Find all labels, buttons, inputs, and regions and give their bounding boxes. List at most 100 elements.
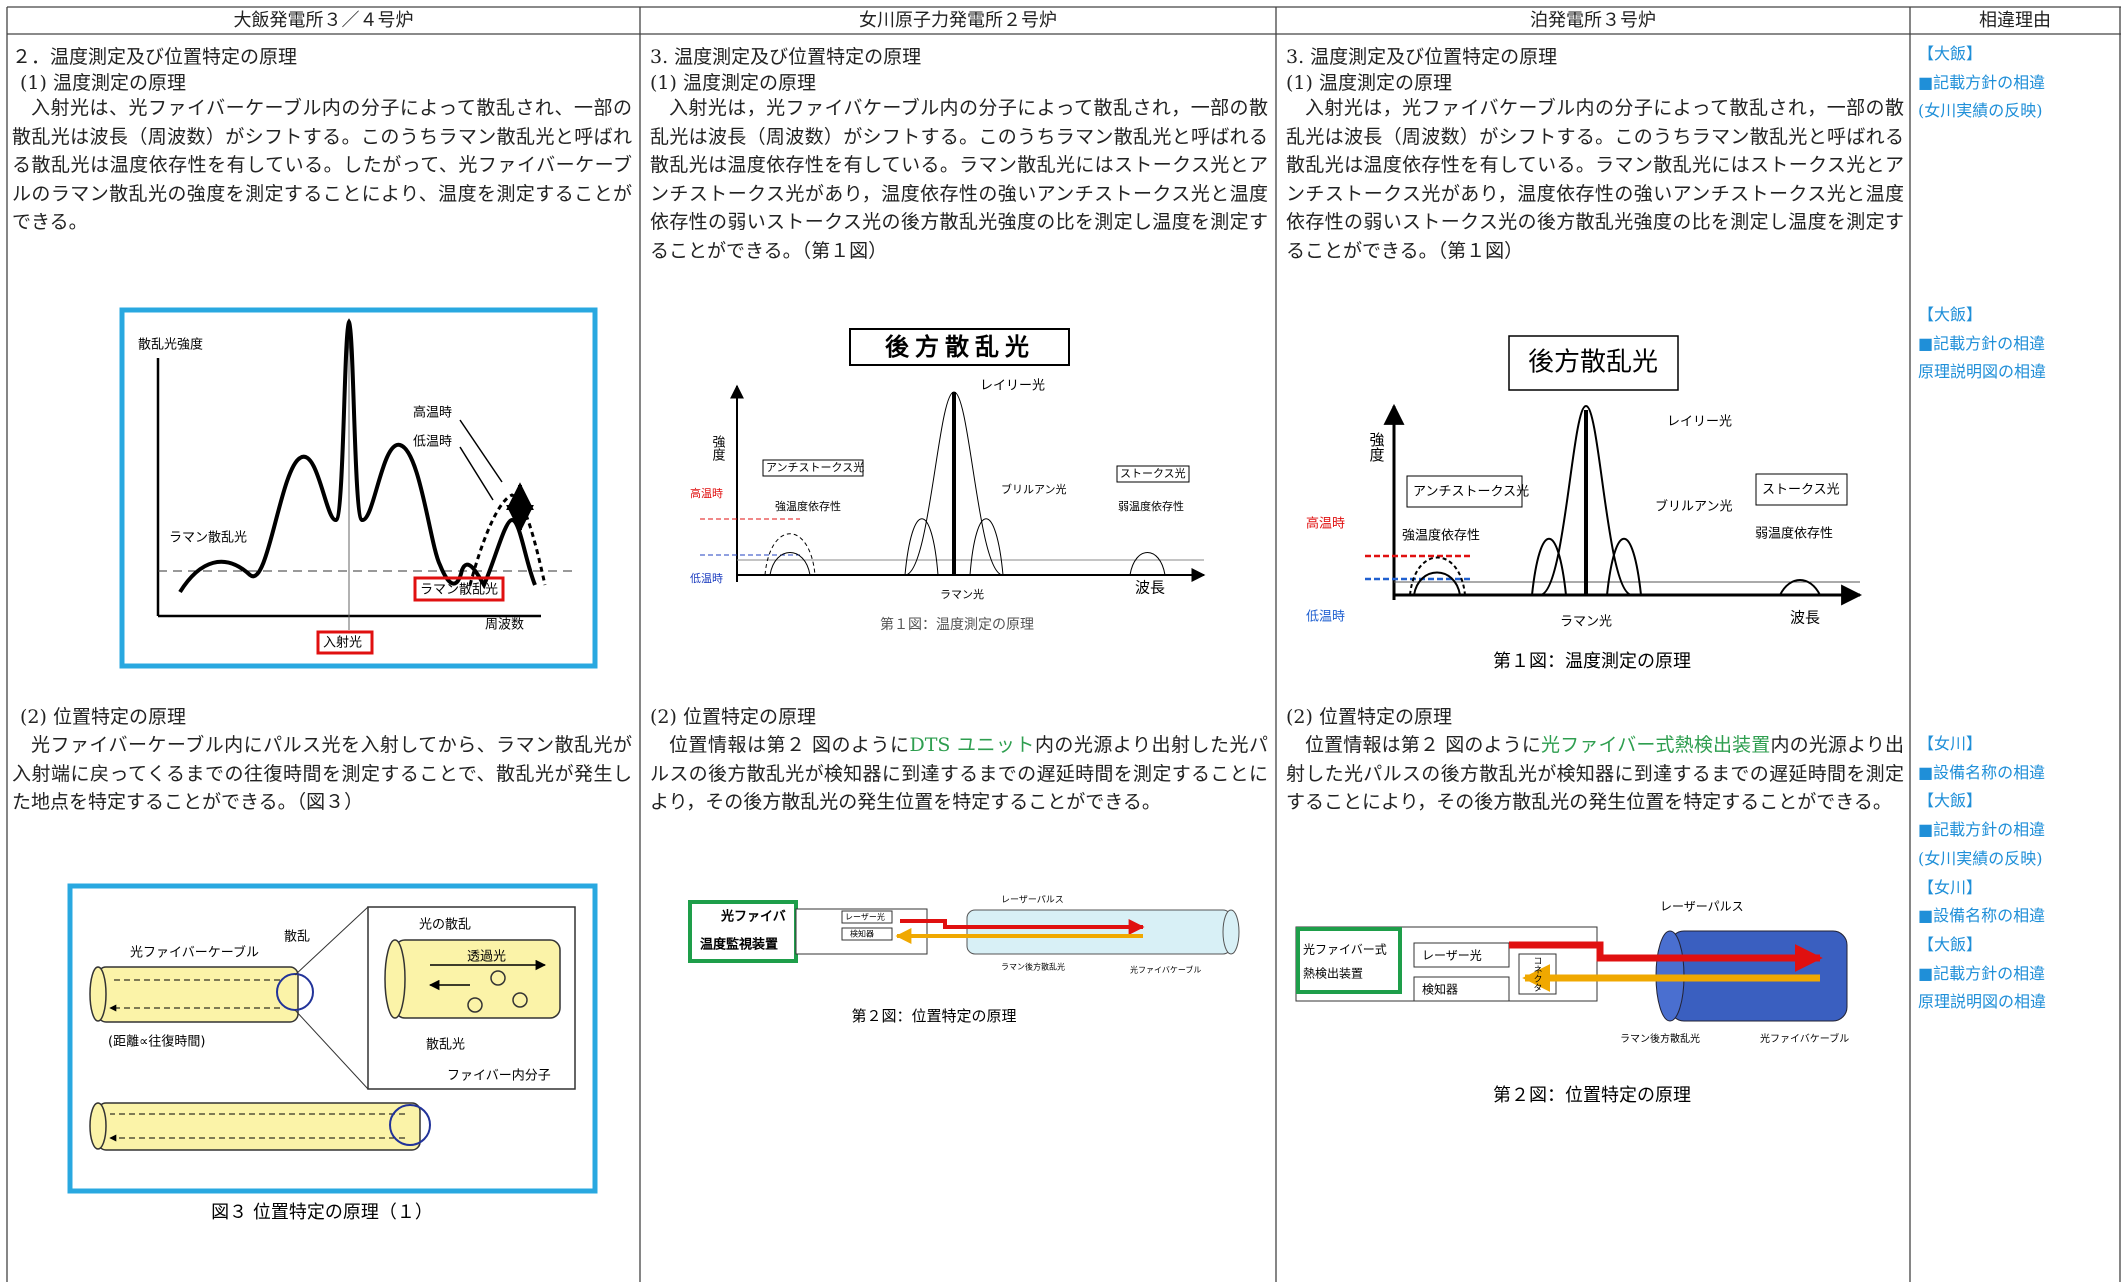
subheading: (2) 位置特定の原理 xyxy=(20,706,186,728)
figure-label: 光の散乱 xyxy=(419,918,471,933)
column-header: 女川原子力発電所２号炉 xyxy=(859,10,1057,31)
figure-label: ブリルアン光 xyxy=(1001,482,1067,496)
figure-label: 低温時 xyxy=(1306,610,1345,625)
note: ■設備名称の相違 xyxy=(1918,906,2046,926)
figure-label: ストークス光 xyxy=(1762,483,1840,498)
column-header: 泊発電所３号炉 xyxy=(1530,10,1656,31)
subheading: (1) 温度測定の原理 xyxy=(20,72,186,94)
figure-temperature-onagawa: 後方散乱光 レイリー光 強度 アンチストークス光 ストークス光 高温時 強温度依… xyxy=(690,328,1206,633)
figure-label: 光ファイバー式 xyxy=(1303,943,1387,957)
text-run: 光ファイバー式熱検出装置 xyxy=(1541,734,1771,756)
figure-label: レイリー光 xyxy=(1667,415,1732,430)
figure-label: ラマン後方散乱光 xyxy=(1620,1032,1700,1045)
figure-position-ohi: 光ファイバーケーブル 散乱 光の散乱 透過光 (距離∝往復時間) 散乱光 ファイ… xyxy=(67,883,598,1223)
figure-position-tomari: 光ファイバー式 熱検出装置 レーザー光 検知器 コネクタ レーザーパルス ラマン… xyxy=(1295,900,1849,1106)
figure-label: (距離∝往復時間) xyxy=(108,1034,205,1050)
figure-label: 散乱光強度 xyxy=(138,337,203,353)
figure-label: 光ファイバケーブル xyxy=(1760,1032,1849,1045)
column-header: 相違理由 xyxy=(1979,10,2051,31)
text-run: 入射光は，光ファイバケーブル内の分子によって散乱され，一部の散乱光は波長（周波数… xyxy=(1286,97,1904,262)
figure-label: 透過光 xyxy=(467,950,506,965)
note: 原理説明図の相違 xyxy=(1918,992,2047,1012)
paragraph: 光ファイバーケーブル内にパルス光を入射してから、ラマン散乱光が入射端に戻ってくる… xyxy=(12,731,632,817)
figure-label: 低温時 xyxy=(690,572,723,585)
note: 【女川】 xyxy=(1918,877,1983,897)
note-group: 【大飯】 ■記載方針の相違 原理説明図の相違 xyxy=(1918,301,2046,387)
figure-label: 熱検出装置 xyxy=(1303,967,1363,981)
figure-position-onagawa: 光ファイバ 温度監視装置 レーザー光 検知器 レーザーパルス ラマン後方散乱光 … xyxy=(688,895,1240,1025)
note: 【女川】 xyxy=(1918,734,1983,753)
subheading: (2) 位置特定の原理 xyxy=(650,706,816,728)
figure-label: 散乱 xyxy=(284,930,310,945)
note-group: 【女川】 ■設備名称の相違 【大飯】 ■記載方針の相違 (女川実績の反映) 【女川】 ■設備… xyxy=(1918,730,2046,1017)
figure-title: 後方散乱光 xyxy=(1528,348,1658,378)
figure-label: 検知器 xyxy=(850,929,874,939)
paragraph: 入射光は，光ファイバケーブル内の分子によって散乱され，一部の散乱光は波長（周波数… xyxy=(1286,94,1904,265)
subheading: (2) 位置特定の原理 xyxy=(1286,706,1452,728)
text-run: 光ファイバーケーブル内にパルス光を入射してから、ラマン散乱光が入射端に戻ってくる… xyxy=(12,734,632,813)
figure-caption: 図３ 位置特定の原理（１） xyxy=(211,1202,433,1223)
note: ■記載方針の相違 xyxy=(1918,820,2046,840)
figure-label: ラマン散乱光 xyxy=(169,531,247,546)
figure-label: アンチストークス光 xyxy=(766,460,864,474)
note: 原理説明図の相違 xyxy=(1918,362,2047,382)
figure-label: レーザー光 xyxy=(1422,949,1482,963)
figure-label: ラマン後方散乱光 xyxy=(1001,962,1065,972)
figure-label: コネクタ xyxy=(1532,956,1543,992)
figure-caption: 第１図：温度測定の原理 xyxy=(1493,651,1691,672)
figure-label: ラマン光 xyxy=(1560,615,1612,630)
figure-label: ブリルアン光 xyxy=(1655,499,1732,515)
note: 【大飯】 xyxy=(1918,791,1983,811)
paragraph: 入射光は、光ファイバーケーブル内の分子によって散乱され、一部の散乱光は波長（周波… xyxy=(12,94,632,237)
figure-label: ラマン光 xyxy=(940,587,984,601)
figure-label: 高温時 xyxy=(1306,516,1345,532)
figure-label: 強温度依存性 xyxy=(1402,528,1480,544)
figure-temperature-ohi: 散乱光強度 高温時 低温時 ラマン散乱光 ラマン散乱光 入射光 周波数 xyxy=(119,307,598,669)
figure-label: ラマン散乱光 xyxy=(420,583,498,598)
note: ■設備名称の相違 xyxy=(1918,762,2046,782)
figure-label: 波長 xyxy=(1790,609,1820,627)
figure-caption: 第２図：位置特定の原理 xyxy=(1493,1085,1691,1106)
figure-label: 散乱光 xyxy=(426,1038,465,1053)
paragraph: 入射光は，光ファイバケーブル内の分子によって散乱され，一部の散乱光は波長（周波数… xyxy=(650,94,1268,265)
figure-label: 波長 xyxy=(1135,579,1165,597)
note: (女川実績の反映) xyxy=(1918,101,2043,121)
figure-label: 強度 xyxy=(710,435,726,461)
table-lines xyxy=(6,6,2121,1282)
text-run: 内の光源より出射した光パルスの後方散乱光が検知器に到達するまでの遅延時間を測定す… xyxy=(650,734,1269,813)
figure-caption: 第２図：位置特定の原理 xyxy=(851,1007,1016,1025)
figure-label: アンチストークス光 xyxy=(1413,485,1529,500)
column-header: 大飯発電所３／４号炉 xyxy=(233,10,414,31)
paragraph: 位置情報は第２ 図のように光ファイバー式熱検出装置内の光源より出射した光パルスの… xyxy=(1286,731,1904,817)
note: 【大飯】 xyxy=(1918,44,1983,63)
figure-caption: 第１図：温度測定の原理 xyxy=(880,616,1034,633)
section-heading: 3. 温度測定及び位置特定の原理 xyxy=(1286,46,1558,68)
figure-label: レーザーパルス xyxy=(1001,895,1064,906)
figure-label: 周波数 xyxy=(485,618,524,633)
figure-label: 強度 xyxy=(1368,432,1386,462)
note: 【大飯】 xyxy=(1918,934,1983,954)
figure-label: 入射光 xyxy=(323,635,362,651)
text-run: 位置情報は第２ 図のように xyxy=(1305,734,1542,756)
text-run: DTS ユニット xyxy=(909,734,1035,756)
subheading: (1) 温度測定の原理 xyxy=(1286,72,1452,94)
figure-label: 高温時 xyxy=(690,486,723,500)
figure-label: 検知器 xyxy=(1422,983,1458,997)
figure-label: レイリー光 xyxy=(980,379,1045,394)
figure-label: 低温時 xyxy=(413,435,452,450)
note: ■記載方針の相違 xyxy=(1918,333,2046,353)
figure-label: 弱温度依存性 xyxy=(1755,526,1833,542)
figure-label: 光ファイバケーブル xyxy=(1130,965,1201,975)
text-run: 入射光は、光ファイバーケーブル内の分子によって散乱され、一部の散乱光は波長（周波… xyxy=(12,97,632,233)
figure-title: 後方散乱光 xyxy=(885,333,1035,361)
paragraph: 位置情報は第２ 図のようにDTS ユニット内の光源より出射した光パルスの後方散乱… xyxy=(650,731,1268,817)
section-heading: 3. 温度測定及び位置特定の原理 xyxy=(650,46,922,68)
figure-label: 光ファイバ xyxy=(720,909,786,925)
note: ■記載方針の相違 xyxy=(1918,963,2046,983)
figure-label: 高温時 xyxy=(413,405,452,421)
note-group: 【大飯】 ■記載方針の相違 (女川実績の反映) xyxy=(1918,40,2045,126)
figure-label: ストークス光 xyxy=(1120,466,1186,480)
figure-label: 弱温度依存性 xyxy=(1118,499,1184,513)
